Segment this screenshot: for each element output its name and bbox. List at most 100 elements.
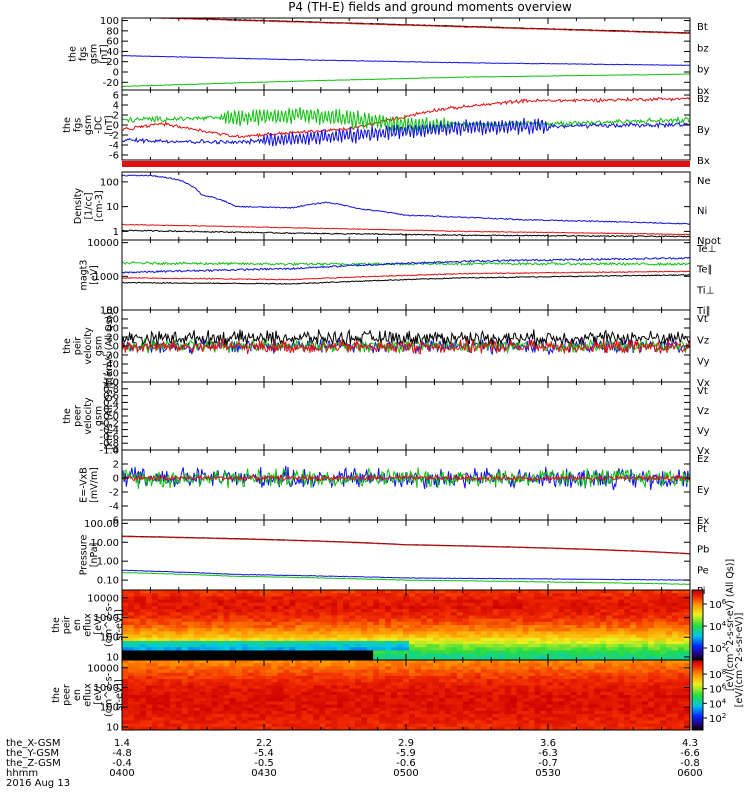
heatmap-cell [205,720,213,725]
heatmap-cell [552,644,560,648]
heatmap-cell [450,726,458,730]
heatmap-cell [229,720,237,725]
heatmap-cell [522,621,530,626]
heatmap-cell [157,704,165,709]
heatmap-cell [414,647,422,652]
heatmap-cell [175,679,183,683]
heatmap-cell [217,640,225,645]
heatmap-cell [289,647,296,652]
heatmap-cell [438,628,446,632]
heatmap-cell [331,625,338,629]
heatmap-cell [654,621,661,626]
heatmap-cell [122,625,129,629]
heatmap-cell [169,707,177,712]
heatmap-cell [175,666,183,671]
heatmap-cell [133,653,141,658]
heatmap-cell [606,656,613,660]
heatmap-cell [271,625,279,629]
heatmap-cell [193,723,201,728]
heatmap-cell [462,647,470,652]
heatmap-cell [450,688,458,693]
heatmap-cell [361,707,368,712]
heatmap-cell [492,625,500,629]
heatmap-cell [145,698,153,702]
heatmap-cell [325,717,332,722]
heatmap-cell [163,707,171,712]
heatmap-cell [169,723,177,728]
heatmap-cell [247,647,255,652]
heatmap-cell [265,628,273,632]
heatmap-cell [397,685,404,690]
heatmap-cell [474,637,482,642]
colorbar-cell [692,648,703,650]
heatmap-cell [648,596,655,601]
heatmap-cell [151,615,159,620]
heatmap-cell [139,672,147,677]
heatmap-cell [139,691,147,696]
heatmap-cell [468,663,476,667]
heatmap-cell [516,653,524,658]
heatmap-cell [391,621,398,626]
heatmap-cell [630,710,637,715]
heatmap-cell [522,726,530,730]
colorbar-cell [692,594,703,597]
heatmap-cell [349,704,356,709]
heatmap-cell [403,602,410,607]
heatmap-cell [570,618,577,623]
heatmap-cell [600,599,607,604]
heatmap-cell [127,666,135,671]
y-tick-label: 0 [113,121,119,132]
heatmap-cell [122,675,129,680]
heatmap-cell [630,701,637,706]
heatmap-cell [217,650,225,655]
series-Ti⊥ [122,261,690,267]
heatmap-cell [654,695,661,699]
heatmap-cell [636,609,643,613]
heatmap-cell [420,615,428,620]
heatmap-cell [343,704,350,709]
heatmap-cell [630,596,637,601]
y-tick-label: -0.8 [99,439,119,450]
y-axis-label-line: gsm [94,336,105,356]
heatmap-cell [588,714,595,718]
heatmap-cell [522,640,530,645]
heatmap-cell [373,618,380,623]
heatmap-cell [486,647,494,652]
heatmap-cell [660,605,667,610]
y-tick-label: 1 [113,227,119,238]
heatmap-cell [624,717,631,722]
heatmap-cell [606,701,613,706]
heatmap-cell [510,663,518,667]
heatmap-cell [235,698,243,702]
heatmap-cell [367,621,374,626]
heatmap-cell [510,618,518,623]
heatmap-cell [295,660,302,664]
heatmap-cell [456,621,464,626]
heatmap-cell [576,615,583,620]
heatmap-cell [349,666,356,671]
heatmap-cell [456,726,464,730]
heatmap-cell [450,609,458,613]
heatmap-cell [540,685,548,690]
y-axis-label-line: [eV] [89,265,100,285]
heatmap-cell [199,618,207,623]
heatmap-cell [420,710,428,715]
heatmap-cell [684,707,690,712]
heatmap-cell [498,714,506,718]
heatmap-cell [343,666,350,671]
heatmap-cell [462,615,470,620]
heatmap-cell [397,701,404,706]
heatmap-cell [414,660,422,664]
heatmap-cell [660,656,667,660]
heatmap-cell [480,650,488,655]
heatmap-cell [528,612,536,617]
heatmap-cell [127,660,135,664]
heatmap-cell [283,679,291,683]
heatmap-cell [498,644,506,648]
heatmap-cell [271,660,279,664]
heatmap-cell [636,625,643,629]
heatmap-cell [576,726,583,730]
heatmap-cell [229,650,237,655]
heatmap-cell [522,707,530,712]
heatmap-cell [612,726,619,730]
